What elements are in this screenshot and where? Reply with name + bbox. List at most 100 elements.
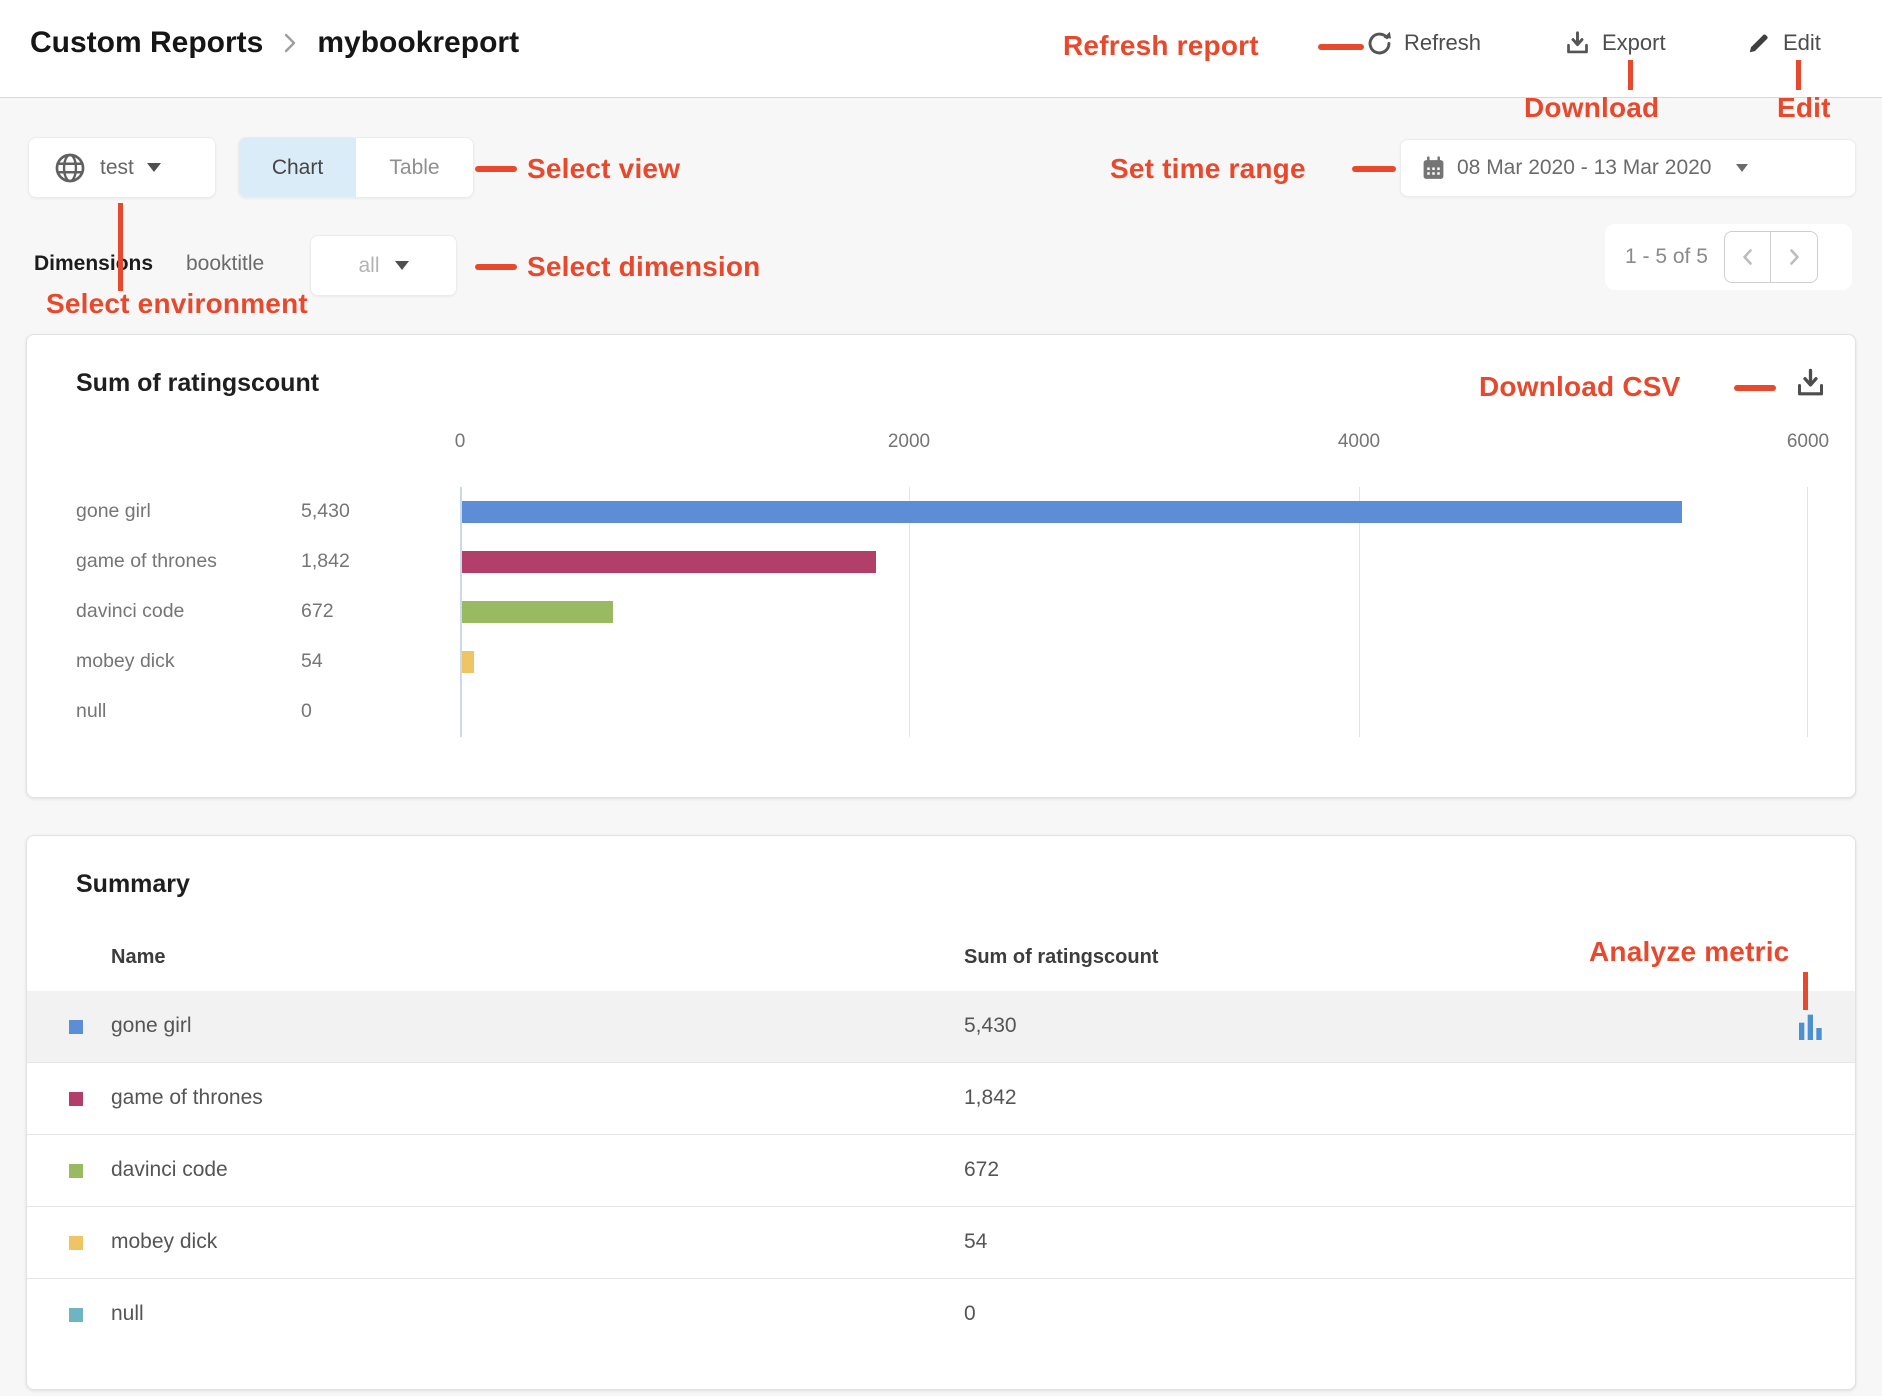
row-name: null [111,1302,144,1326]
chart-card: Sum of ratingscount 0 2000 4000 6000 gon… [26,334,1856,798]
download-icon [1794,367,1827,400]
refresh-button[interactable]: Refresh [1366,24,1481,62]
gridline [909,487,910,737]
date-range-picker[interactable]: 08 Mar 2020 - 13 Mar 2020 [1400,139,1856,197]
table-row[interactable]: null 0 [27,1279,1855,1351]
chevron-down-icon [147,163,161,172]
summary-table-header: Name Sum of ratingscount [27,928,1855,992]
gridline [1807,487,1808,737]
annotation-line [1803,972,1808,1010]
annotation-dash [1352,166,1396,172]
row-name: mobey dick [111,1230,217,1254]
pagination-range: 1 - 5 of 5 [1625,245,1708,269]
annotation-download: Download [1524,92,1659,124]
environment-select[interactable]: test [28,137,216,198]
header: Custom Reports mybookreport Refresh Expo… [0,0,1882,98]
date-range-value: 08 Mar 2020 - 13 Mar 2020 [1457,156,1711,180]
table-row[interactable]: game of thrones 1,842 [27,1063,1855,1135]
bar-value-label: 1,842 [301,550,350,573]
annotation-line [1628,60,1633,90]
edit-button[interactable]: Edit [1746,24,1821,62]
row-value: 54 [964,1230,987,1254]
chevron-right-icon [279,29,301,57]
environment-value: test [100,156,134,180]
breadcrumb-root[interactable]: Custom Reports [30,26,263,60]
pagination: 1 - 5 of 5 [1605,224,1852,290]
breadcrumb: Custom Reports mybookreport [30,26,519,60]
view-switch: Chart Table [238,137,474,198]
bar-value-label: 0 [301,700,312,723]
tab-table[interactable]: Table [356,138,473,197]
tab-chart[interactable]: Chart [239,138,356,197]
pencil-icon [1746,30,1772,56]
chevron-left-icon [1736,245,1760,269]
row-value: 672 [964,1158,999,1182]
bar-category-label: davinci code [76,600,184,623]
calendar-icon [1421,156,1446,181]
row-name: game of thrones [111,1086,263,1110]
series-color-swatch [69,1164,83,1178]
annotation-analyze-metric: Analyze metric [1589,936,1789,968]
pagination-buttons [1724,231,1818,283]
row-value: 1,842 [964,1086,1017,1110]
summary-title: Summary [76,870,190,899]
dimension-name: booktitle [186,252,264,276]
next-page-button[interactable] [1770,232,1817,282]
x-axis-tick: 0 [455,431,466,453]
row-value: 0 [964,1302,976,1326]
bar-game-of-thrones[interactable] [462,551,876,573]
gridline [1359,487,1360,737]
chevron-right-icon [1782,245,1806,269]
row-name: gone girl [111,1014,192,1038]
annotation-select-view: Select view [527,153,680,185]
bar-category-label: mobey dick [76,650,175,673]
summary-table-body: gone girl 5,430 game of thrones 1,842 da… [27,991,1855,1351]
annotation-set-time-range: Set time range [1110,153,1306,185]
bar-davinci-code[interactable] [462,601,613,623]
export-button[interactable]: Export [1564,24,1666,62]
row-value: 5,430 [964,1014,1017,1038]
dimension-value-select[interactable]: all [310,235,457,296]
chart-title: Sum of ratingscount [76,369,319,398]
bar-chart-plot [460,487,1808,737]
x-axis-tick: 4000 [1338,431,1380,453]
dimension-selected-value: all [358,254,379,278]
bar-value-label: 5,430 [301,500,350,523]
table-row[interactable]: davinci code 672 [27,1135,1855,1207]
download-icon [1564,30,1591,57]
chevron-down-icon [395,261,409,270]
export-label: Export [1602,30,1666,56]
bar-gone-girl[interactable] [462,501,1682,523]
refresh-label: Refresh [1404,30,1481,56]
table-row[interactable]: gone girl 5,430 [27,991,1855,1063]
annotation-dash [1734,385,1776,391]
annotation-select-dimension: Select dimension [527,251,761,283]
bar-category-label: gone girl [76,500,151,523]
annotation-refresh-report: Refresh report [1063,30,1259,62]
annotation-dash [475,166,517,172]
series-color-swatch [69,1236,83,1250]
bar-mobey-dick[interactable] [462,651,474,673]
annotation-line [1796,60,1801,90]
x-axis-tick: 2000 [888,431,930,453]
custom-report-page: Custom Reports mybookreport Refresh Expo… [0,0,1882,1396]
bar-category-label: game of thrones [76,550,217,573]
annotation-download-csv: Download CSV [1479,371,1681,403]
dimensions-label: Dimensions [34,252,153,276]
download-csv-button[interactable] [1794,367,1827,405]
bar-value-label: 54 [301,650,323,673]
breadcrumb-current: mybookreport [317,26,519,60]
bar-category-label: null [76,700,106,723]
table-row[interactable]: mobey dick 54 [27,1207,1855,1279]
annotation-line [118,203,123,291]
series-color-swatch [69,1092,83,1106]
column-header-value: Sum of ratingscount [964,946,1158,969]
bar-value-label: 672 [301,600,334,623]
annotation-edit: Edit [1777,92,1831,124]
prev-page-button[interactable] [1725,232,1771,282]
bar-chart-icon [1797,1012,1825,1044]
annotation-dash [475,264,517,270]
refresh-icon [1366,30,1393,57]
analyze-metric-button[interactable] [1797,1012,1825,1049]
series-color-swatch [69,1308,83,1322]
